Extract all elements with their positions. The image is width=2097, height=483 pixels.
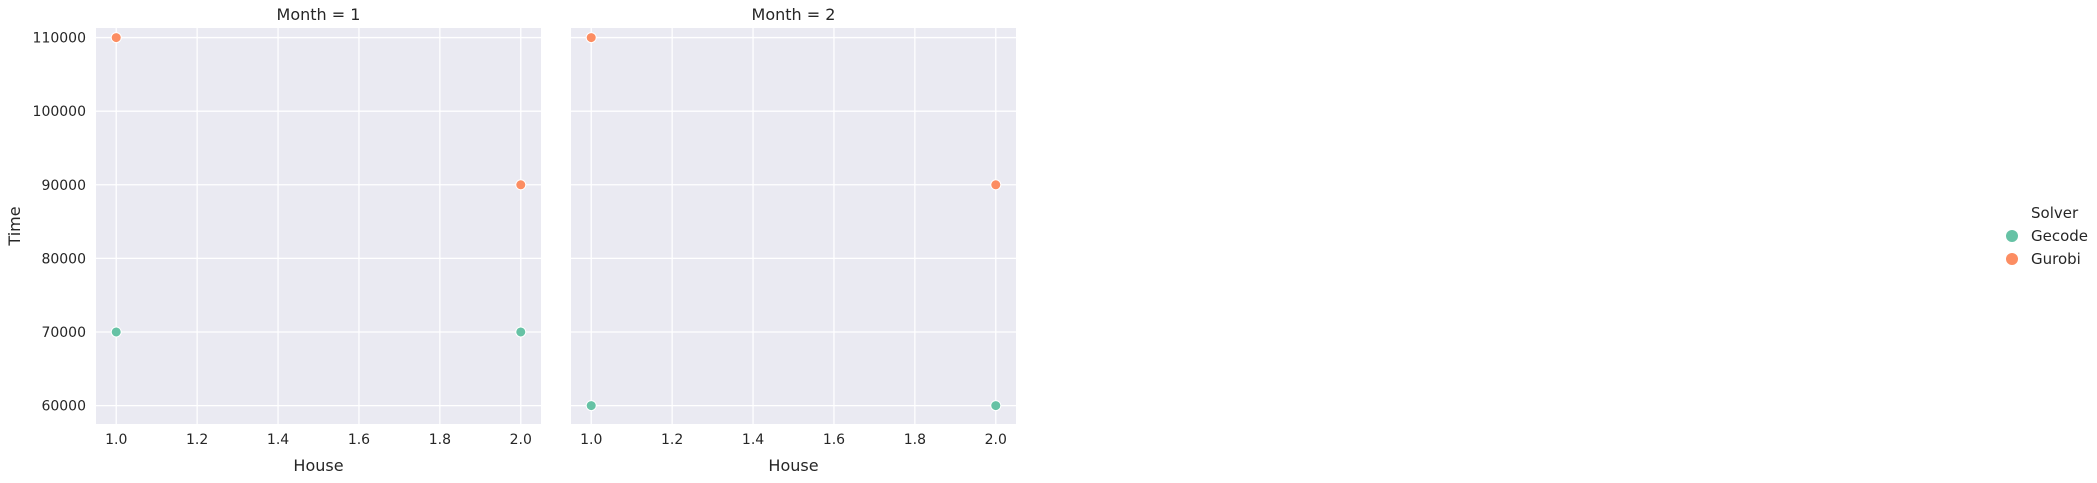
y-tick-label: 80000 [41, 251, 86, 267]
legend-marker-gecode [2006, 230, 2018, 242]
legend-marker-gurobi [2006, 253, 2018, 265]
y-tick-label: 110000 [33, 31, 86, 47]
legend-label-gurobi: Gurobi [2031, 250, 2081, 268]
x-axis-label: House [768, 456, 818, 475]
y-tick-label: 100000 [33, 104, 86, 120]
y-tick-label: 90000 [41, 178, 86, 194]
panel-background [96, 28, 541, 424]
y-axis-label: Time [5, 206, 24, 246]
data-point-gurobi [990, 179, 1002, 191]
x-tick-label: 1.2 [661, 432, 683, 448]
panel-title: Month = 1 [277, 5, 361, 24]
x-tick-label: 1.2 [186, 432, 208, 448]
data-point-gurobi [585, 32, 597, 44]
data-point-gecode [990, 400, 1002, 412]
x-tick-label: 2.0 [510, 432, 532, 448]
x-tick-label: 2.0 [985, 432, 1007, 448]
x-tick-label: 1.0 [105, 432, 127, 448]
legend-label-gecode: Gecode [2031, 227, 2088, 245]
x-tick-label: 1.8 [429, 432, 451, 448]
y-tick-label: 60000 [41, 399, 86, 415]
legend-title: Solver [2031, 204, 2079, 222]
x-tick-label: 1.4 [267, 432, 289, 448]
x-tick-label: 1.6 [823, 432, 845, 448]
data-point-gurobi [515, 179, 527, 191]
data-point-gecode [110, 326, 122, 338]
data-point-gurobi [110, 32, 122, 44]
x-tick-label: 1.6 [348, 432, 370, 448]
panel-2: 1.0 1.2 1.4 1.6 1.8 2.0 House Month = 2 [571, 5, 1016, 475]
x-tick-label: 1.4 [742, 432, 764, 448]
panel-background [571, 28, 1016, 424]
data-point-gecode [515, 326, 527, 338]
panel-title: Month = 2 [752, 5, 836, 24]
x-axis-label: House [293, 456, 343, 475]
y-tick-label: 70000 [41, 325, 86, 341]
legend: Solver Gecode Gurobi [2006, 204, 2088, 268]
panel-1: 1.0 1.2 1.4 1.6 1.8 2.0 60000 70000 80000 90000 10… [5, 5, 541, 475]
x-tick-label: 1.0 [580, 432, 602, 448]
x-tick-label: 1.8 [904, 432, 926, 448]
data-point-gecode [585, 400, 597, 412]
